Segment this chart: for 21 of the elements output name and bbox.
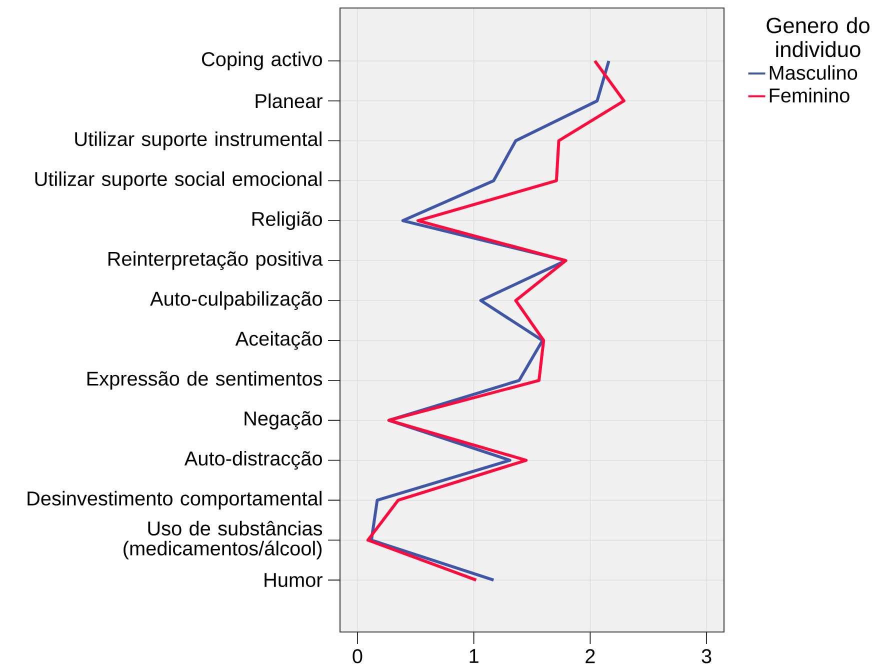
x-tick-label: 0: [352, 649, 362, 664]
y-tick-label: Utilizar suporte instrumental: [75, 131, 322, 150]
y-tick-label: Negação: [244, 411, 322, 430]
x-tick-label: 3: [702, 649, 712, 664]
y-tick-label: Religião: [252, 211, 322, 230]
legend-title: Genero do individuo: [766, 17, 870, 58]
y-tick-label: Humor: [264, 573, 322, 588]
legend-label: Feminino: [770, 88, 850, 103]
x-tick-label: 1: [470, 649, 478, 663]
y-tick-label: Reinterpretação positiva: [108, 251, 323, 270]
y-tick-label: Utilizar suporte social emocional: [35, 171, 322, 190]
legend-label: Masculino: [770, 65, 858, 80]
y-tick-label: Uso de substâncias (medicamentos/álcool): [124, 520, 322, 560]
y-tick-label: Auto-culpabilização: [150, 291, 322, 310]
y-tick-label: Coping activo: [202, 52, 322, 70]
y-tick-label: Expressão de sentimentos: [87, 371, 322, 390]
y-tick-label: Desinvestimento comportamental: [28, 490, 322, 510]
y-tick-label: Auto-distracção: [184, 450, 322, 470]
x-tick-label: 2: [586, 649, 595, 664]
y-tick-label: Planear: [256, 94, 322, 108]
y-tick-label: Aceitação: [235, 331, 322, 350]
